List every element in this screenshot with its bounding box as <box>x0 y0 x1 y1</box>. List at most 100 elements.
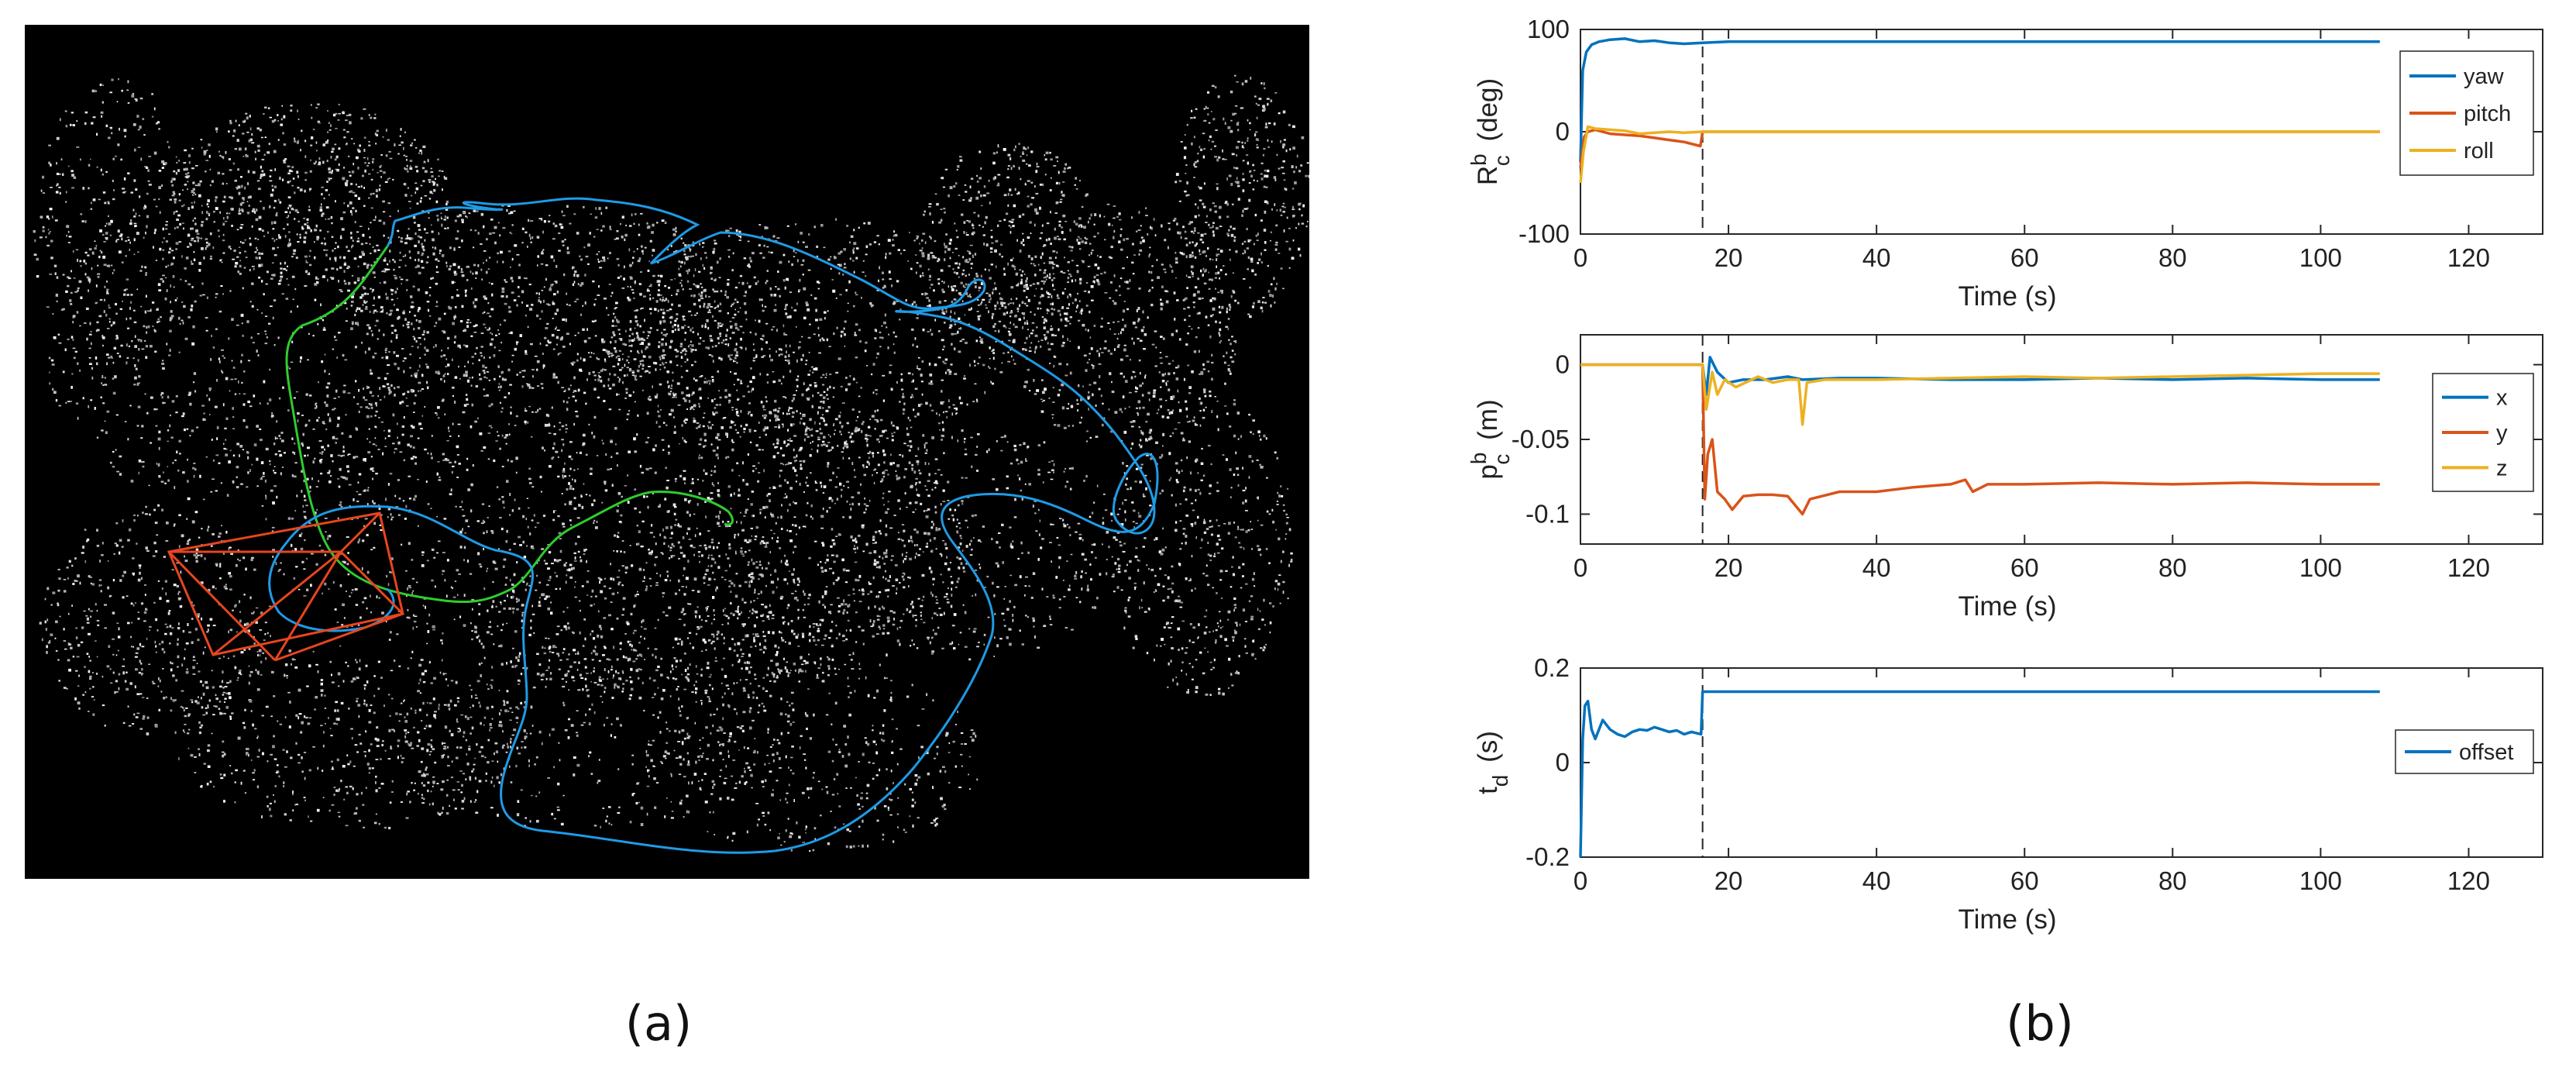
map-point <box>892 239 894 241</box>
map-point <box>382 452 384 456</box>
map-point <box>994 282 996 285</box>
map-point <box>594 216 598 219</box>
map-point <box>251 133 253 136</box>
map-point <box>80 296 83 299</box>
map-point <box>316 418 319 422</box>
map-point <box>527 325 529 329</box>
map-point <box>1013 359 1015 361</box>
map-point <box>172 462 174 464</box>
map-point <box>700 283 702 285</box>
map-point <box>438 232 440 235</box>
map-point <box>729 394 731 397</box>
map-point <box>1093 381 1097 384</box>
map-point <box>1089 358 1090 360</box>
map-point <box>821 337 824 340</box>
map-point <box>841 426 843 429</box>
map-point <box>1119 248 1123 251</box>
map-point <box>249 138 253 142</box>
map-point <box>959 340 962 342</box>
map-point <box>442 552 445 553</box>
map-point <box>245 112 248 115</box>
map-point <box>976 181 979 183</box>
map-point <box>292 298 294 301</box>
map-point <box>91 342 92 346</box>
map-point <box>982 298 985 301</box>
map-point <box>366 263 370 267</box>
map-point <box>373 546 376 549</box>
map-point <box>210 491 213 493</box>
map-point <box>460 271 464 274</box>
map-point <box>830 256 832 258</box>
map-point <box>1016 193 1018 195</box>
map-point <box>834 255 835 258</box>
map-point <box>649 294 651 296</box>
map-point <box>330 277 332 278</box>
map-point <box>829 374 832 375</box>
map-point <box>523 277 526 279</box>
map-point <box>398 266 401 268</box>
map-point <box>1087 329 1089 332</box>
map-point <box>916 262 919 264</box>
map-point <box>454 335 457 339</box>
map-point <box>203 152 206 156</box>
map-point <box>392 443 395 445</box>
map-point <box>1227 368 1230 371</box>
map-point <box>499 517 502 518</box>
map-point <box>644 246 647 249</box>
map-point <box>636 369 640 373</box>
map-point <box>562 215 566 217</box>
map-point <box>447 227 449 229</box>
map-point <box>548 304 551 306</box>
map-point <box>229 290 232 292</box>
map-point <box>813 367 816 370</box>
map-point <box>501 377 504 381</box>
map-point <box>837 263 840 266</box>
map-point <box>162 227 164 231</box>
map-point <box>347 205 349 208</box>
map-background <box>25 25 1309 879</box>
map-point <box>287 215 290 218</box>
map-point <box>424 195 428 197</box>
map-point <box>1068 293 1071 296</box>
map-point <box>592 280 595 283</box>
map-point <box>407 587 408 591</box>
map-point <box>1031 197 1035 199</box>
map-point <box>631 374 635 377</box>
map-point <box>881 325 883 327</box>
map-point <box>691 255 694 257</box>
map-point <box>418 258 420 262</box>
map-point <box>680 265 682 268</box>
map-point <box>1041 224 1044 227</box>
map-point <box>874 418 877 421</box>
map-point <box>187 188 188 190</box>
map-point <box>876 409 879 412</box>
map-point <box>948 242 951 245</box>
map-point <box>380 176 382 178</box>
map-point <box>350 190 353 193</box>
map-point <box>302 432 304 436</box>
map-point <box>710 271 712 274</box>
map-point <box>924 292 927 296</box>
map-point <box>441 223 443 227</box>
map-point <box>467 560 469 563</box>
map-point <box>1161 224 1163 228</box>
map-point <box>174 486 176 490</box>
map-point <box>626 374 628 377</box>
map-point <box>368 327 371 330</box>
map-point <box>357 279 360 282</box>
map-point <box>1211 377 1213 381</box>
map-point <box>232 258 235 260</box>
map-point <box>273 119 277 122</box>
map-point <box>1077 292 1079 295</box>
map-point <box>465 345 469 348</box>
map-point <box>689 249 691 252</box>
map-point <box>55 399 58 402</box>
map-point <box>721 342 724 344</box>
map-point <box>1119 372 1123 375</box>
map-point <box>992 356 995 360</box>
map-point <box>236 476 238 478</box>
map-point <box>500 385 502 388</box>
map-point <box>1016 298 1018 300</box>
map-point <box>412 614 415 617</box>
map-point <box>187 154 191 157</box>
